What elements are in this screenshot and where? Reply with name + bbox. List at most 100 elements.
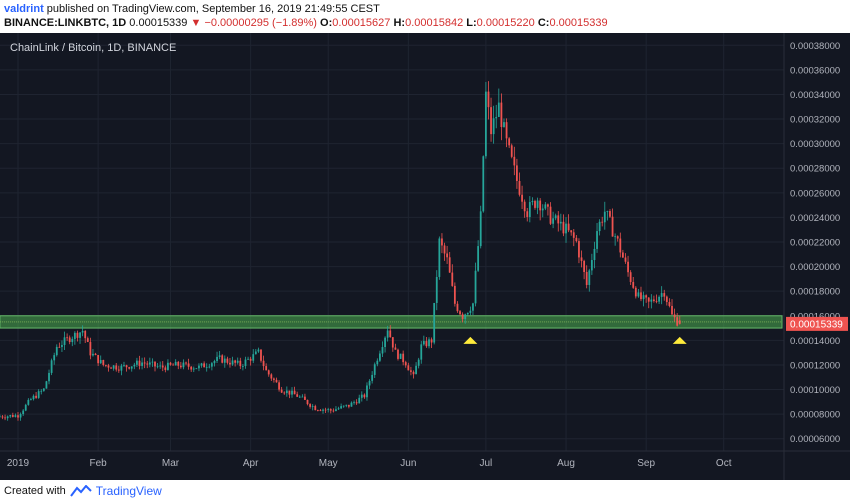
candle-body [603, 211, 606, 223]
candle-body [469, 310, 472, 313]
open-label: O: [320, 17, 333, 29]
candle-body [35, 395, 37, 398]
low-label: L: [466, 17, 477, 29]
candle-body [267, 370, 270, 375]
candle-body [627, 261, 629, 273]
candle-body [151, 361, 154, 363]
price-tick-label: 0.00006000 [790, 434, 840, 445]
candle-body [660, 293, 663, 297]
candle-body [404, 362, 407, 366]
price-axis[interactable]: 0.00006000 0.00008000 0.00010000 0.00012000… [790, 41, 840, 445]
candle-body [402, 353, 405, 363]
down-triangle-icon: ▼ [190, 17, 202, 29]
candle-body [241, 365, 244, 367]
candle-body [138, 360, 141, 366]
candle-body [304, 396, 306, 400]
candle-body [335, 409, 337, 411]
candle-body [435, 276, 438, 303]
candle-body [663, 293, 666, 297]
candle-body [461, 314, 464, 320]
candle-body [645, 295, 648, 298]
candle-body [260, 349, 262, 361]
open-value: 0.00015627 [332, 17, 391, 29]
price-tick-label: 0.00008000 [790, 410, 840, 421]
candle-body [234, 360, 237, 363]
candle-body [133, 364, 136, 367]
author-link[interactable]: valdrint [4, 3, 44, 15]
chart-svg[interactable]: 0.00006000 0.00008000 0.00010000 0.00012000… [0, 33, 850, 480]
candle-body [136, 360, 138, 365]
tradingview-link[interactable]: TradingView [95, 484, 162, 498]
candle-body [55, 346, 58, 356]
candle-body [559, 221, 562, 224]
price-tick-label: 0.00032000 [790, 115, 840, 126]
candle-body [453, 285, 456, 304]
candle-body [0, 416, 1, 418]
candle-body [417, 359, 420, 366]
candle-body [539, 200, 542, 211]
candle-body [668, 302, 671, 306]
candle-body [492, 118, 495, 135]
candle-body [541, 208, 544, 211]
price-tick-label: 0.00038000 [790, 41, 840, 52]
candle-body [518, 181, 521, 195]
candle-body [505, 122, 508, 139]
price-tick-label: 0.00012000 [790, 360, 840, 371]
candle-body [614, 236, 617, 238]
time-axis[interactable]: 2019 Feb Mar Apr May Jun Jul Aug Sep Oct [7, 458, 732, 469]
candle-body [185, 362, 187, 364]
candle-body [262, 360, 265, 367]
price-tick-label: 0.00018000 [790, 287, 840, 298]
candle-body [570, 230, 573, 233]
price-chart[interactable]: 0.00006000 0.00008000 0.00010000 0.00012000… [0, 33, 850, 480]
candle-body [549, 206, 552, 224]
candle-body [110, 367, 112, 369]
last-price-tag: 0.00015339 [786, 316, 848, 331]
candle-body [466, 312, 469, 315]
candle-body [609, 211, 611, 217]
candle-body [63, 337, 66, 346]
candle-body [412, 371, 415, 375]
candle-body [9, 415, 12, 417]
candle-body [89, 341, 92, 356]
candle-body [371, 374, 374, 381]
candle-body [50, 360, 53, 373]
candle-body [247, 358, 249, 360]
candle-body [366, 385, 368, 398]
candle-body [534, 201, 536, 208]
candle-body [616, 236, 619, 239]
candle-body [368, 380, 371, 386]
candle-body [474, 270, 477, 304]
candle-body [637, 292, 640, 297]
candle-body [205, 366, 208, 368]
candle-body [459, 311, 461, 315]
candle-body [386, 330, 389, 338]
candle-body [438, 238, 441, 277]
candle-body [19, 414, 22, 418]
candle-body [172, 364, 174, 366]
candle-body [125, 365, 128, 368]
candle-body [640, 292, 642, 300]
candle-body [42, 388, 45, 391]
candle-body [229, 362, 231, 365]
time-tick-label: 2019 [7, 458, 30, 469]
last-price-tag-label: 0.00015339 [790, 319, 843, 330]
candle-body [177, 361, 180, 366]
candle-body [265, 366, 268, 371]
candle-body [446, 253, 449, 258]
candle-body [585, 271, 588, 285]
candle-body [430, 339, 433, 343]
candle-body [397, 349, 399, 359]
candle-body [4, 417, 6, 419]
time-tick-label: May [319, 458, 338, 469]
candle-body [523, 201, 526, 212]
candle-body [611, 216, 614, 237]
symbol-info: BINANCE:LINKBTC, 1D 0.00015339 ▼ −0.0000… [4, 17, 608, 29]
grid-lines [0, 33, 784, 451]
candle-body [482, 156, 485, 212]
candle-body [526, 211, 529, 217]
candle-body [593, 248, 596, 261]
candle-body [94, 353, 97, 356]
time-tick-label: Feb [90, 458, 108, 469]
candle-body [239, 360, 242, 367]
